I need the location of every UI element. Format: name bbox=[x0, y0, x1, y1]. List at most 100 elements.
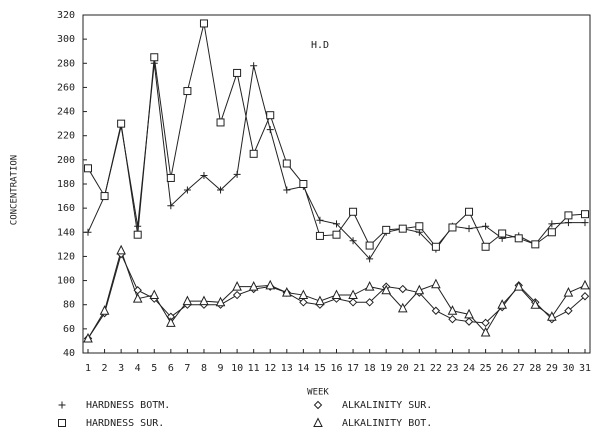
y-tick-label: 300 bbox=[57, 34, 75, 45]
marker bbox=[331, 289, 342, 300]
marker bbox=[233, 170, 241, 178]
marker bbox=[315, 231, 324, 240]
marker bbox=[182, 295, 193, 306]
marker bbox=[299, 180, 308, 188]
marker bbox=[315, 295, 325, 306]
x-tick-label: 25 bbox=[480, 363, 492, 374]
marker bbox=[431, 306, 441, 315]
x-tick-label: 17 bbox=[347, 363, 359, 374]
legend-label: ALKALINITY SUR. bbox=[342, 400, 432, 411]
marker bbox=[248, 280, 259, 291]
marker bbox=[166, 317, 176, 327]
marker bbox=[281, 287, 292, 297]
y-tick-label: 80 bbox=[63, 300, 75, 311]
marker bbox=[398, 284, 407, 294]
legend-marker bbox=[58, 401, 66, 409]
x-tick-label: 16 bbox=[330, 363, 342, 374]
marker bbox=[298, 289, 309, 300]
marker bbox=[149, 289, 160, 300]
marker bbox=[265, 279, 276, 290]
marker bbox=[382, 225, 391, 234]
y-tick-label: 40 bbox=[63, 348, 75, 359]
x-tick-label: 13 bbox=[281, 363, 293, 374]
marker bbox=[481, 318, 490, 328]
marker bbox=[431, 242, 440, 251]
legend-marker bbox=[313, 400, 323, 410]
marker bbox=[447, 305, 458, 315]
marker bbox=[414, 284, 425, 295]
x-tick-label: 7 bbox=[184, 363, 190, 374]
marker bbox=[84, 228, 92, 236]
marker bbox=[580, 292, 590, 301]
marker bbox=[548, 220, 556, 228]
marker bbox=[365, 241, 374, 250]
marker bbox=[332, 230, 341, 239]
marker bbox=[282, 159, 291, 168]
marker bbox=[464, 317, 474, 326]
marker bbox=[465, 207, 474, 216]
x-tick-label: 1 bbox=[85, 363, 91, 374]
marker bbox=[349, 207, 358, 216]
x-tick-label: 27 bbox=[513, 363, 525, 374]
marker bbox=[199, 19, 208, 28]
x-tick-label: 28 bbox=[529, 363, 541, 374]
marker bbox=[564, 219, 572, 227]
x-tick-label: 22 bbox=[430, 363, 442, 374]
marker bbox=[100, 192, 109, 201]
marker bbox=[316, 216, 324, 224]
marker bbox=[84, 164, 92, 173]
y-tick-label: 100 bbox=[57, 276, 75, 287]
y-tick-label: 60 bbox=[63, 324, 75, 335]
x-tick-label: 26 bbox=[496, 363, 508, 374]
marker bbox=[183, 87, 192, 96]
legend-label: ALKALINITY BOT. bbox=[342, 418, 432, 429]
marker bbox=[514, 234, 523, 243]
marker bbox=[266, 111, 275, 120]
legend-label: HARDNESS BOTM. bbox=[86, 400, 170, 411]
y-tick-label: 220 bbox=[57, 131, 75, 142]
legend-label: HARDNESS SUR. bbox=[86, 418, 164, 429]
y-tick-label: 160 bbox=[57, 203, 75, 214]
marker bbox=[83, 332, 93, 343]
x-tick-label: 12 bbox=[264, 363, 276, 374]
x-tick-label: 8 bbox=[201, 363, 207, 374]
y-tick-label: 120 bbox=[57, 251, 75, 262]
series-line bbox=[87, 63, 585, 260]
marker bbox=[299, 298, 308, 307]
marker bbox=[480, 326, 491, 337]
x-tick-label: 20 bbox=[397, 363, 409, 374]
marker bbox=[200, 172, 208, 180]
marker bbox=[563, 287, 574, 297]
x-tick-label: 2 bbox=[102, 363, 108, 374]
marker bbox=[531, 240, 540, 249]
marker bbox=[530, 299, 541, 309]
marker bbox=[448, 223, 457, 232]
marker bbox=[580, 279, 590, 290]
x-tick-label: 11 bbox=[248, 363, 260, 374]
marker bbox=[481, 242, 490, 251]
y-tick-label: 240 bbox=[57, 107, 75, 118]
legend-marker bbox=[313, 417, 323, 427]
marker bbox=[233, 68, 242, 77]
marker bbox=[99, 305, 110, 315]
marker bbox=[564, 211, 573, 220]
y-tick-label: 280 bbox=[57, 58, 75, 69]
x-tick-label: 14 bbox=[297, 363, 309, 374]
marker bbox=[464, 308, 474, 319]
marker bbox=[381, 284, 392, 295]
marker bbox=[348, 298, 358, 307]
marker bbox=[364, 280, 375, 291]
x-tick-label: 30 bbox=[562, 363, 574, 374]
marker bbox=[547, 228, 556, 237]
marker bbox=[232, 280, 242, 291]
marker bbox=[134, 222, 142, 230]
x-tick-label: 18 bbox=[364, 363, 376, 374]
marker bbox=[116, 244, 126, 255]
x-tick-label: 23 bbox=[446, 363, 458, 374]
y-tick-label: 140 bbox=[57, 227, 75, 238]
marker bbox=[465, 225, 473, 233]
marker bbox=[397, 302, 408, 313]
marker bbox=[117, 119, 126, 128]
marker bbox=[482, 222, 490, 230]
